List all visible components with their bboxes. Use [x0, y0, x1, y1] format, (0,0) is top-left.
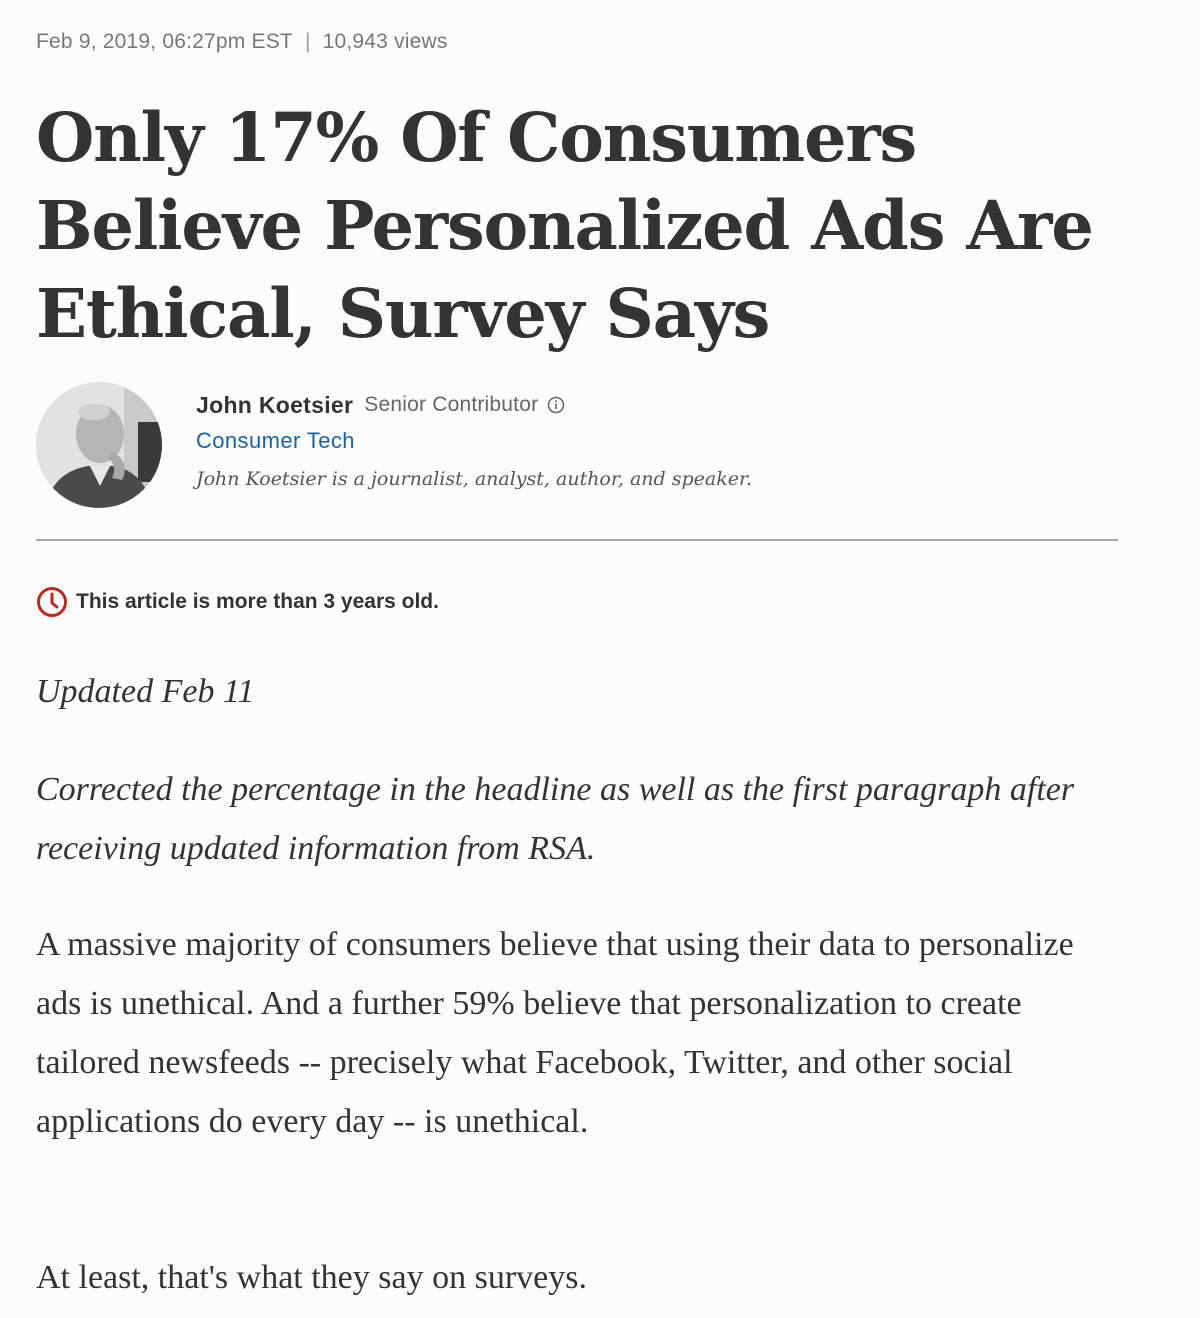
author-avatar[interactable] [36, 382, 162, 508]
age-notice-text: This article is more than 3 years old. [76, 590, 439, 613]
article-paragraph: At least, that's what they say on survey… [36, 1259, 587, 1296]
meta-separator: | [304, 30, 311, 53]
section-divider [36, 539, 1118, 541]
author-block: John Koetsier Senior Contributor Consume… [36, 382, 1118, 512]
author-info: John Koetsier Senior Contributor Consume… [196, 388, 752, 491]
author-bio: John Koetsier is a journalist, analyst, … [196, 468, 752, 490]
update-note: Updated Feb 11 [36, 673, 255, 710]
article-headline: Only 17% Of Consumers Believe Personaliz… [36, 98, 1094, 353]
author-line: John Koetsier Senior Contributor [196, 388, 752, 422]
author-name[interactable]: John Koetsier [196, 391, 354, 418]
article-age-notice: This article is more than 3 years old. [36, 586, 439, 618]
correction-note: Corrected the percentage in the headline… [36, 771, 1075, 867]
info-circle-icon[interactable] [547, 396, 565, 414]
article-paragraph: A massive majority of consumers believe … [36, 926, 1074, 1140]
channel-link[interactable]: Consumer Tech [196, 428, 355, 453]
clock-icon [37, 587, 67, 617]
author-role: Senior Contributor [364, 393, 539, 416]
article-meta: Feb 9, 2019, 06:27pm EST | 10,943 views [36, 30, 448, 54]
view-count: 10,943 views [322, 30, 448, 53]
publish-date: Feb 9, 2019, 06:27pm EST [36, 30, 293, 53]
